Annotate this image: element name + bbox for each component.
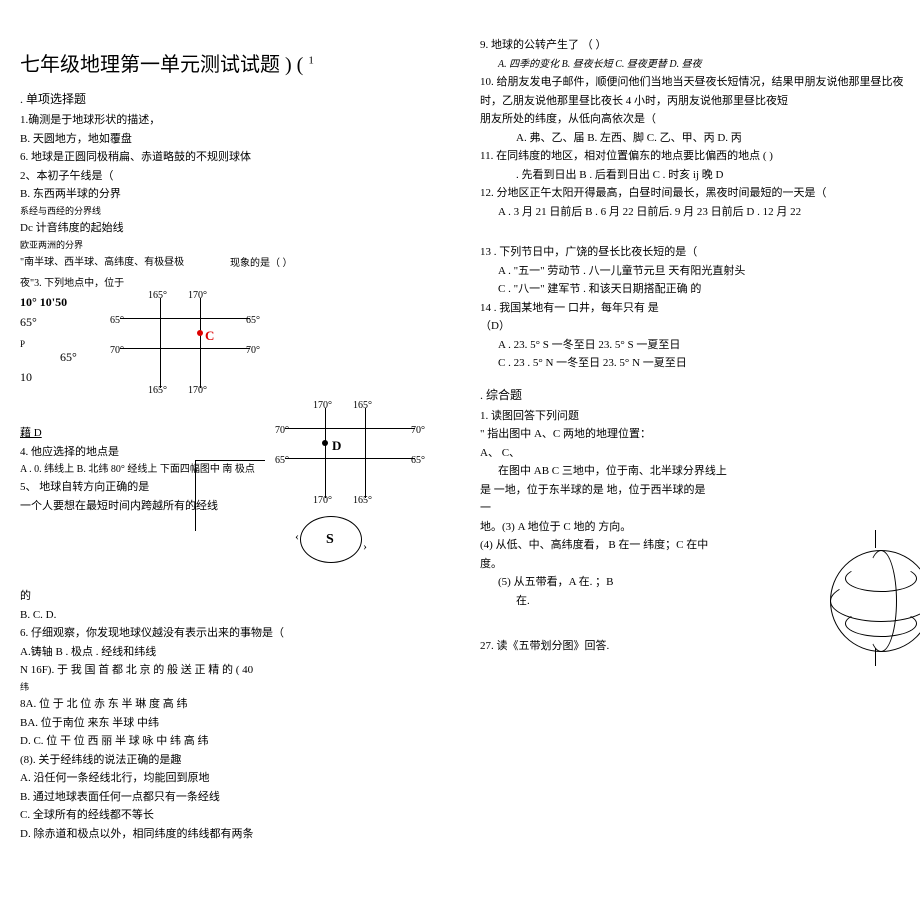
page-root: 七年级地理第一单元测试试题 ) ( 1 . 单项选择题 1.确测是于地球形状的描…	[0, 0, 920, 920]
q1-line3: 6. 地球是正圆同极稍扁、赤道略鼓的不规则球体	[20, 149, 450, 166]
q8: (8). 关于经纬线的说法正确的是趣	[20, 752, 450, 769]
q1-line1: 1.确测是于地球形状的描述，	[20, 112, 450, 129]
circle-row: S ‹ ›	[20, 516, 450, 586]
grid-figure-c: 165° 170° 65° 70° 65° 70° 165° 170° C	[110, 288, 260, 398]
q2-opt-a2: 系经与西经的分界线	[20, 205, 450, 219]
gd-t1: 170°	[313, 398, 332, 413]
circle-s-figure: S ‹ ›	[260, 516, 362, 563]
q8a: A. 沿任何一条经线北行，均能回到原地	[20, 770, 450, 787]
c1a: " 指出图中 A、C 两地的地理位置：	[480, 426, 910, 443]
coord-5: 65°	[60, 348, 77, 366]
gd-r2: 65°	[411, 453, 425, 468]
s-letter: S	[326, 529, 334, 550]
c1a2: A、 C、	[480, 445, 910, 462]
gd-b1: 170°	[313, 493, 332, 508]
q12-opts: A . 3 月 21 日前后 B . 6 月 22 日前后. 9 月 23 日前…	[498, 204, 910, 221]
gd-l1: 70°	[275, 423, 289, 438]
q10: 10. 给朋友发电子邮件，顺便问他们当地当天昼夜长短情况，结果甲朋友说他那里昼比…	[480, 74, 910, 91]
section-a-heading: . 单项选择题	[20, 90, 450, 108]
q9-opts: A. 四季的变化 B. 昼夜长短 C. 昼夜更替 D. 昼夜	[498, 59, 702, 70]
title-text: 七年级地理第一单元测试试题 ) (	[20, 54, 303, 76]
q2-opt-a: B. 东西两半球的分界	[20, 186, 450, 203]
q11: 11. 在同纬度的地区，相对位置偏东的地点要比偏西的地点 ( )	[480, 148, 910, 165]
q13a: A . "五一" 劳动节 . 八一儿童节元旦 天有阳光直射头	[498, 263, 910, 280]
q8c: C. 全球所有的经线都不等长	[20, 807, 450, 824]
coord-1: 10° 10'50	[20, 293, 67, 311]
q7c: 8A. 位 于 北 位 赤 东 半 琳 度 高 纬	[20, 696, 450, 713]
gd-letter: D	[332, 436, 341, 456]
left-column: 七年级地理第一单元测试试题 ) ( 1 . 单项选择题 1.确测是于地球形状的描…	[0, 0, 460, 920]
coord-2: 65°	[20, 313, 37, 331]
page-title: 七年级地理第一单元测试试题 ) ( 1	[20, 50, 450, 80]
q6: 6. 仔细观察，你发现地球仪越没有表示出来的事物是（	[20, 625, 450, 642]
q9: 9. 地球的公转产生了 （ ）	[480, 37, 910, 54]
c1: 1. 读图回答下列问题	[480, 408, 910, 425]
globe-figure	[820, 540, 920, 670]
q7d: BA. 位于南位 来东 半球 中纬	[20, 715, 450, 732]
c1b3: 一	[480, 500, 910, 517]
gc-letter: C	[205, 326, 214, 346]
gd-b2: 165°	[353, 493, 372, 508]
q14-opts2: C . 23 . 5° N 一冬至日 23. 5° N 一夏至日	[498, 355, 910, 372]
globe-axis-bot-icon	[875, 648, 876, 666]
q10-opts: A. 弗、乙、届 B. 左西、脚 C. 乙、甲、丙 D. 丙	[516, 130, 910, 147]
c1c: 地。(3) A 地位于 C 地的 方向。	[480, 519, 910, 536]
bracket-horizontal	[195, 460, 265, 462]
q7e: D. C. 位 干 位 西 丽 半 球 咏 中 纬 高 纬	[20, 733, 450, 750]
q3-lead: "南半球、西半球、高纬度、有极昼极 现象的是（ ）	[20, 254, 450, 274]
q14-opts1: A . 23. 5° S 一冬至日 23. 5° S 一夏至日	[498, 337, 910, 354]
coord-3: P	[20, 338, 25, 352]
gc-t2: 170°	[188, 288, 207, 303]
q7: N 16F). 于 我 国 首 都 北 京 的 般 送 正 精 的 ( 40	[20, 662, 450, 679]
arrow-right-icon: ›	[363, 537, 367, 555]
q8b: B. 通过地球表面任何一点都只有一条经线	[20, 789, 450, 806]
q8d: D. 除赤道和极点以外，相同纬度的纬线都有两条	[20, 826, 450, 843]
gc-l2: 70°	[110, 343, 124, 358]
q13: 13 . 下列节日中，广饶的昼长比夜长短的是（	[480, 244, 910, 261]
gc-r2: 70°	[246, 343, 260, 358]
c1b: 在图中 AB C 三地中，位于南、北半球分界线上	[498, 463, 910, 480]
coord-4: 10	[20, 368, 32, 386]
q2-opt-b2: 欧亚两洲的分界	[20, 239, 450, 253]
q3-lead1: "南半球、西半球、高纬度、有极昼极	[20, 257, 184, 268]
gd-t2: 165°	[353, 398, 372, 413]
gd-dot	[322, 440, 328, 446]
bracket-vertical	[195, 460, 197, 531]
q12: 12. 分地区正午太阳开得最高，白昼时间最长，黑夜时间最短的一天是（	[480, 185, 910, 202]
q7b: 纬	[20, 681, 450, 695]
arrow-left-icon: ‹	[295, 527, 299, 545]
q14d: （D）	[480, 318, 910, 335]
section-b-heading: . 综合题	[480, 386, 910, 404]
gc-b1: 165°	[148, 383, 167, 398]
gc-r1: 65°	[246, 313, 260, 328]
q5-opts: B. C. D.	[20, 607, 450, 624]
gc-b2: 170°	[188, 383, 207, 398]
q2: 2、本初子午线是（	[20, 168, 450, 185]
gc-dot	[197, 330, 203, 336]
gc-l1: 65°	[110, 313, 124, 328]
q3-lead3: 现象的是（ ）	[230, 256, 293, 271]
grid-figure-d: 170° 165° 70° 65° 70° 65° 170° 165° D	[275, 398, 425, 508]
q10c: 朋友所处的纬度，从低向高依次是（	[480, 111, 910, 128]
q1-line2: B. 天圆地方，地如覆盘	[20, 131, 450, 148]
q2-opt-b: Dc 计音纬度的起始线	[20, 220, 450, 237]
q5c: 的	[20, 588, 450, 605]
q10b: 时，乙朋友说他那里昼比夜长 4 小时，丙朋友说他那里昼比夜短	[480, 93, 910, 110]
title-suffix: 1	[308, 54, 314, 66]
q14: 14 . 我国某地有一 口井，每年只有 是	[480, 300, 910, 317]
gc-t1: 165°	[148, 288, 167, 303]
globe-axis-top-icon	[875, 530, 876, 548]
globe-meridian-icon	[865, 550, 897, 652]
q11b: . 先看到日出 B . 后看到日出 C . 时亥 ij 晚 D	[516, 167, 910, 184]
q6-opts: A.铸轴 B . 极点 . 经线和纬线	[20, 644, 450, 661]
q13b: C . "八一" 建军节 . 和该天日期搭配正确 的	[498, 281, 910, 298]
grid-row: 10° 10'50 65° P 10 65° 165° 170° 65° 70°…	[20, 293, 450, 423]
c1b2: 是 一地，位于东半球的是 地，位于西半球的是	[480, 482, 910, 499]
gd-l2: 65°	[275, 453, 289, 468]
gd-r1: 70°	[411, 423, 425, 438]
ellipse-icon: S ‹ ›	[300, 516, 362, 563]
right-column: 9. 地球的公转产生了 （ ） A. 四季的变化 B. 昼夜长短 C. 昼夜更替…	[460, 0, 920, 920]
